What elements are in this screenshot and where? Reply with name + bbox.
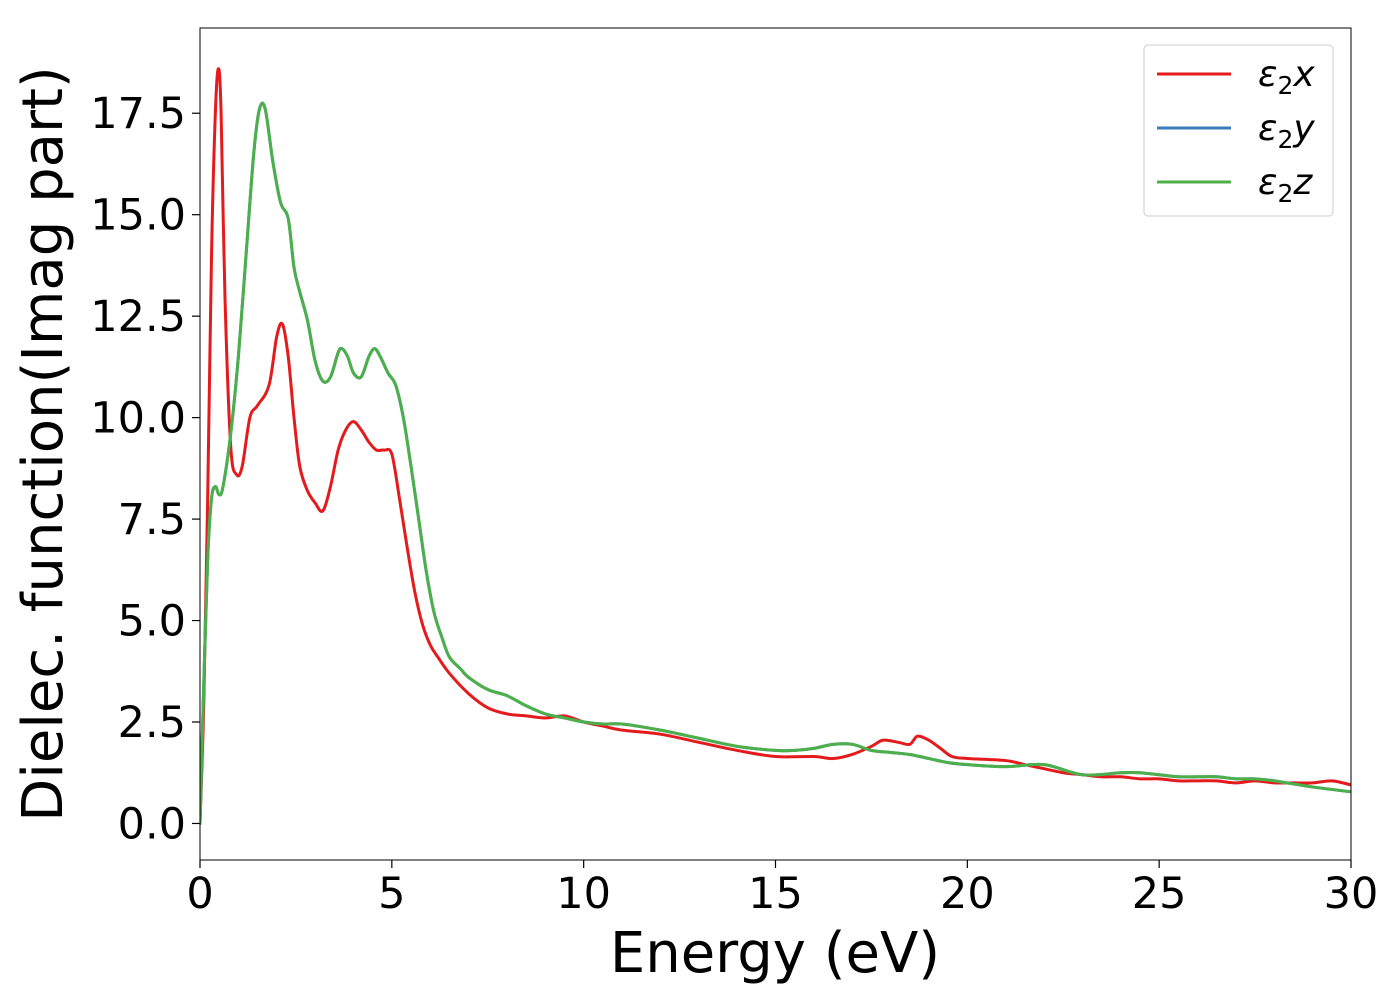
- legend-label-base: ε: [1258, 108, 1277, 149]
- x-tick-label: 10: [556, 869, 611, 919]
- x-tick-label: 0: [186, 869, 213, 919]
- series-line-z: [200, 101, 1351, 825]
- y-axis: 0.0 2.5 5.0 7.5 10.0 12.5 15.0 17.5: [90, 89, 200, 849]
- legend-frame: [1143, 44, 1334, 217]
- x-tick-label: 5: [378, 869, 405, 919]
- series-layer: [200, 67, 1351, 825]
- legend-label-z: ε2z: [1258, 162, 1313, 208]
- y-tick-label: 10.0: [90, 394, 186, 444]
- legend-label-y: ε2y: [1258, 108, 1315, 154]
- y-tick-label: 7.5: [118, 495, 186, 545]
- x-tick-label: 30: [1324, 869, 1379, 919]
- x-axis-label: Energy (eV): [610, 921, 940, 986]
- y-axis-label: Dielec. function(Imag part): [11, 66, 76, 822]
- y-tick-label: 17.5: [90, 89, 186, 139]
- y-tick-label: 0.0: [118, 799, 186, 849]
- x-axis: 0 5 10 15 20 25 30: [186, 860, 1378, 919]
- legend-label-sub: 2: [1277, 179, 1293, 208]
- x-tick-label: 15: [748, 869, 803, 919]
- legend-label-var: z: [1292, 162, 1313, 203]
- legend-label-var: y: [1292, 108, 1315, 149]
- legend-label-x: ε2x: [1258, 54, 1315, 100]
- y-tick-label: 5.0: [118, 597, 186, 647]
- legend-label-base: ε: [1258, 162, 1277, 203]
- y-tick-label: 2.5: [118, 698, 186, 748]
- legend-label-sub: 2: [1277, 71, 1293, 100]
- x-tick-label: 25: [1132, 869, 1187, 919]
- y-tick-label: 12.5: [90, 292, 186, 342]
- y-tick-label: 15.0: [90, 191, 186, 241]
- x-tick-label: 20: [940, 869, 995, 919]
- legend-label-var: x: [1292, 54, 1315, 95]
- legend-label-base: ε: [1258, 54, 1277, 95]
- legend-label-sub: 2: [1277, 125, 1293, 154]
